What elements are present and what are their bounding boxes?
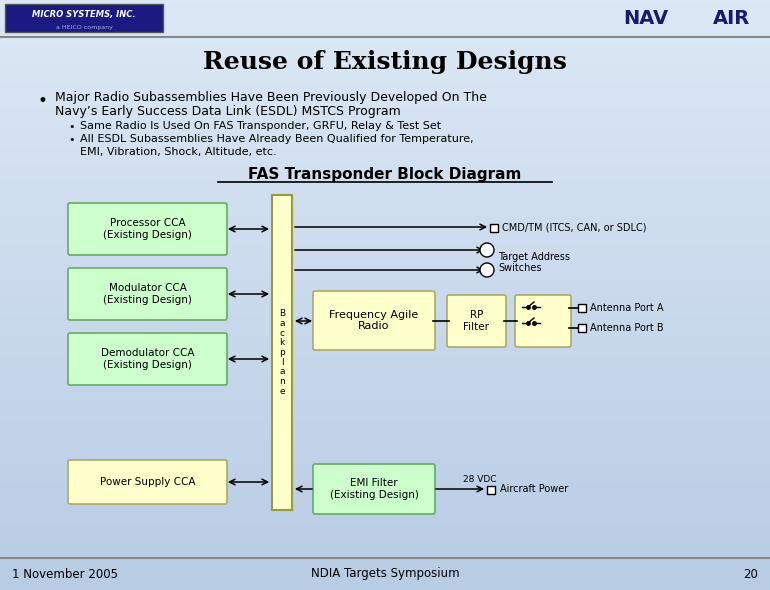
Text: FAS Transponder Block Diagram: FAS Transponder Block Diagram: [248, 166, 522, 182]
FancyBboxPatch shape: [68, 333, 227, 385]
Text: Reuse of Existing Designs: Reuse of Existing Designs: [203, 50, 567, 74]
Text: NDIA Targets Symposium: NDIA Targets Symposium: [310, 568, 460, 581]
Text: a HEICO company: a HEICO company: [55, 25, 112, 30]
Text: CMD/TM (ITCS, CAN, or SDLC): CMD/TM (ITCS, CAN, or SDLC): [502, 223, 647, 233]
Text: EMI Filter
(Existing Design): EMI Filter (Existing Design): [330, 478, 418, 500]
FancyBboxPatch shape: [5, 4, 163, 32]
Text: Antenna Port B: Antenna Port B: [590, 323, 664, 333]
Text: Processor CCA
(Existing Design): Processor CCA (Existing Design): [103, 218, 192, 240]
Text: 20: 20: [743, 568, 758, 581]
FancyBboxPatch shape: [447, 295, 506, 347]
FancyBboxPatch shape: [68, 268, 227, 320]
Text: •: •: [68, 135, 75, 145]
FancyBboxPatch shape: [68, 203, 227, 255]
Circle shape: [480, 263, 494, 277]
Text: NAV: NAV: [623, 8, 668, 28]
Bar: [487, 486, 495, 494]
Bar: [490, 224, 498, 232]
FancyBboxPatch shape: [313, 464, 435, 514]
Text: All ESDL Subassemblies Have Already Been Qualified for Temperature,: All ESDL Subassemblies Have Already Been…: [80, 134, 474, 144]
Text: Aircraft Power: Aircraft Power: [500, 484, 568, 494]
Text: Same Radio Is Used On FAS Transponder, GRFU, Relay & Test Set: Same Radio Is Used On FAS Transponder, G…: [80, 121, 441, 131]
Text: Frequency Agile
Radio: Frequency Agile Radio: [330, 310, 419, 332]
Bar: [0, 558, 770, 590]
Text: MICRO SYSTEMS, INC.: MICRO SYSTEMS, INC.: [32, 11, 136, 19]
Text: RP
Filter: RP Filter: [464, 310, 490, 332]
Text: Switches: Switches: [498, 263, 541, 273]
FancyBboxPatch shape: [68, 460, 227, 504]
Text: •: •: [38, 92, 48, 110]
Text: Modulator CCA
(Existing Design): Modulator CCA (Existing Design): [103, 283, 192, 305]
Text: AIR: AIR: [713, 8, 750, 28]
Circle shape: [480, 243, 494, 257]
Bar: [578, 304, 586, 312]
Text: 1 November 2005: 1 November 2005: [12, 568, 118, 581]
Text: Antenna Port A: Antenna Port A: [590, 303, 664, 313]
Text: 28 VDC: 28 VDC: [464, 474, 497, 483]
Text: B
a
c
k
p
l
a
n
e: B a c k p l a n e: [279, 309, 285, 396]
Text: Target Address: Target Address: [498, 252, 570, 262]
Text: Demodulator CCA
(Existing Design): Demodulator CCA (Existing Design): [101, 348, 194, 370]
Text: •: •: [68, 122, 75, 132]
Bar: [272, 195, 292, 510]
Text: Navy’s Early Success Data Link (ESDL) MSTCS Program: Navy’s Early Success Data Link (ESDL) MS…: [55, 105, 400, 118]
Text: Power Supply CCA: Power Supply CCA: [100, 477, 196, 487]
FancyBboxPatch shape: [515, 295, 571, 347]
Text: EMI, Vibration, Shock, Altitude, etc.: EMI, Vibration, Shock, Altitude, etc.: [80, 147, 276, 157]
FancyBboxPatch shape: [313, 291, 435, 350]
Text: Major Radio Subassemblies Have Been Previously Developed On The: Major Radio Subassemblies Have Been Prev…: [55, 91, 487, 104]
Bar: [578, 324, 586, 332]
